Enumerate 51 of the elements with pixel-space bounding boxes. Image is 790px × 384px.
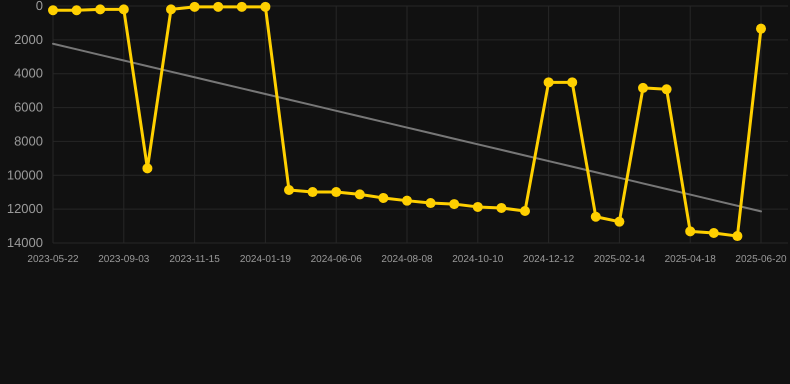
x-tick-label: 2024-12-12 xyxy=(523,254,575,265)
line-series xyxy=(52,42,762,212)
point xyxy=(284,185,294,196)
point xyxy=(567,77,578,88)
x-tick-label: 2023-11-15 xyxy=(169,254,220,265)
point xyxy=(190,2,200,12)
point xyxy=(402,196,412,206)
y-tick-label: 6000 xyxy=(14,100,43,115)
y-tick-label: 10000 xyxy=(6,167,43,182)
point xyxy=(354,189,365,200)
point xyxy=(614,216,624,227)
point xyxy=(638,82,648,93)
point xyxy=(685,226,696,236)
y-tick-label: 0 xyxy=(36,0,43,13)
x-tick-label: 2023-05-22 xyxy=(27,254,80,265)
point xyxy=(118,4,129,14)
point xyxy=(48,5,58,16)
point xyxy=(662,84,672,94)
point xyxy=(472,202,483,212)
x-tick-label: 2024-08-08 xyxy=(381,254,434,265)
point xyxy=(260,2,270,12)
point xyxy=(449,199,460,210)
x-tick-label: 2025-06-20 xyxy=(735,254,788,265)
point xyxy=(520,206,530,216)
point xyxy=(72,5,82,16)
point xyxy=(142,163,152,174)
x-tick-label: 2024-06-06 xyxy=(310,254,362,265)
y-tick-label: 14000 xyxy=(6,235,43,250)
point xyxy=(308,187,318,198)
y-tick-label: 2000 xyxy=(14,32,43,47)
point xyxy=(590,212,601,222)
point xyxy=(496,202,506,213)
point xyxy=(166,4,176,14)
point xyxy=(756,24,766,34)
x-tick-label: 2025-02-14 xyxy=(594,254,646,265)
y-tick-label: 4000 xyxy=(14,66,43,81)
point xyxy=(378,192,388,203)
point xyxy=(236,2,247,12)
x-tick-label: 2023-09-03 xyxy=(98,254,150,265)
point xyxy=(331,187,342,198)
point xyxy=(426,198,436,208)
x-tick-label: 2025-04-18 xyxy=(664,254,716,265)
y-tick-label: 8000 xyxy=(14,133,43,148)
point xyxy=(732,231,742,242)
x-tick-label: 2024-10-10 xyxy=(452,254,504,265)
y-tick-label: 12000 xyxy=(6,201,43,216)
point xyxy=(95,4,106,14)
point xyxy=(544,77,554,88)
x-tick-label: 2024-01-19 xyxy=(240,254,292,265)
point xyxy=(213,2,224,12)
point xyxy=(708,228,719,238)
